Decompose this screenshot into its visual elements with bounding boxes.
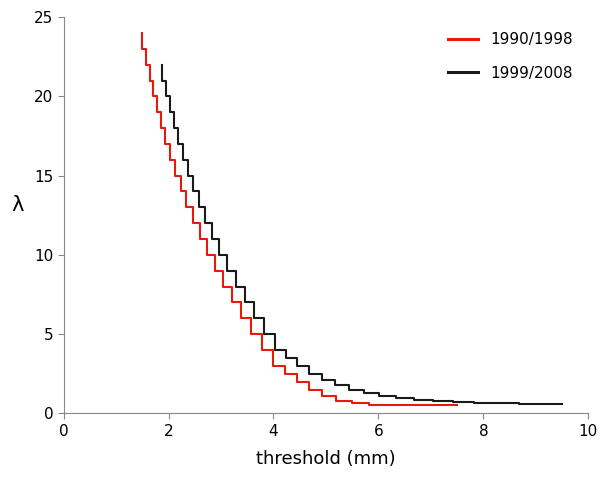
1999/2008 — [216, 236, 223, 242]
1990/1998 — [166, 157, 174, 163]
1999/2008 — [216, 252, 223, 258]
Y-axis label: λ: λ — [11, 195, 24, 215]
1990/1998 — [228, 299, 236, 305]
1999/2008 — [294, 363, 301, 369]
1999/2008 — [558, 401, 566, 407]
1999/2008 — [166, 109, 174, 115]
1990/1998 — [203, 252, 211, 258]
1990/1998 — [443, 402, 450, 408]
1990/1998 — [139, 30, 146, 36]
1990/1998 — [365, 402, 373, 408]
1999/2008 — [537, 401, 544, 407]
1990/1998 — [454, 402, 461, 408]
Line: 1999/2008: 1999/2008 — [162, 65, 562, 404]
X-axis label: threshold (mm): threshold (mm) — [256, 450, 396, 468]
1999/2008 — [537, 401, 544, 407]
1999/2008 — [185, 173, 192, 179]
1990/1998 — [177, 189, 185, 194]
1990/1998 — [383, 402, 390, 408]
1999/2008 — [158, 62, 166, 68]
Line: 1990/1998: 1990/1998 — [143, 33, 457, 405]
Legend: 1990/1998, 1999/2008: 1990/1998, 1999/2008 — [440, 25, 580, 88]
